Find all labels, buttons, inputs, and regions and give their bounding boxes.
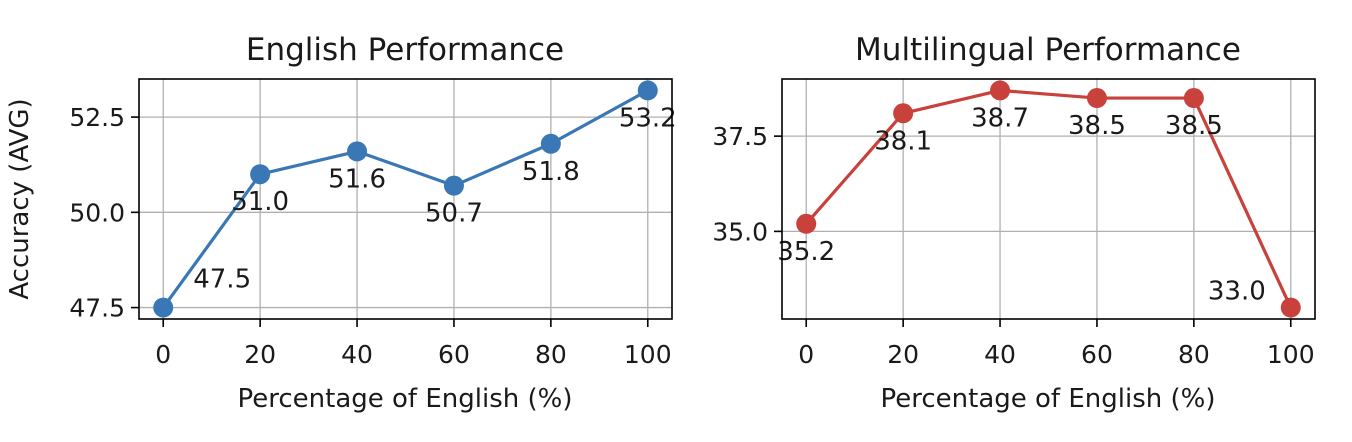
data-labels: 35.2 38.1 38.7 38.5 38.5 33.0 <box>777 103 1265 306</box>
x-tick-label: 100 <box>1267 340 1315 369</box>
data-point <box>347 141 368 162</box>
y-tick-label: 47.5 <box>69 294 125 323</box>
chart-title: English Performance <box>246 32 564 68</box>
plot-frame <box>781 78 1316 320</box>
data-label: 33.0 <box>1208 277 1266 307</box>
grid <box>782 79 1315 319</box>
data-point <box>540 133 561 154</box>
axis-ticks: 0 20 40 60 80 100 35.0 37.5 <box>712 122 1314 369</box>
series-path <box>161 89 649 309</box>
data-point <box>1086 88 1107 109</box>
y-tick-label: 52.5 <box>69 103 125 132</box>
x-tick-label: 0 <box>155 340 171 369</box>
data-point <box>1183 88 1204 109</box>
series-line <box>796 80 1301 318</box>
data-label: 38.1 <box>874 126 932 156</box>
data-label: 38.5 <box>1068 111 1126 141</box>
series-path <box>805 88 1293 309</box>
y-tick-label: 35.0 <box>712 217 768 246</box>
x-tick-label: 40 <box>341 340 373 369</box>
data-label: 51.6 <box>328 164 386 194</box>
data-label: 51.8 <box>522 157 580 187</box>
english-performance-panel: English Performance 47.5 51.0 51.6 50.7 51.8… <box>5 32 677 414</box>
data-labels: 47.5 51.0 51.6 50.7 51.8 53.2 <box>193 103 676 294</box>
y-axis-label: Accuracy (AVG) <box>5 98 35 299</box>
chart-title: Multilingual Performance <box>855 32 1241 68</box>
plot-frame <box>138 78 673 320</box>
data-label: 50.7 <box>425 199 483 229</box>
x-tick-label: 60 <box>438 340 470 369</box>
series-line <box>153 80 658 318</box>
data-point <box>1280 297 1301 318</box>
x-tick-label: 60 <box>1081 340 1113 369</box>
x-tick-label: 80 <box>535 340 567 369</box>
x-tick-label: 0 <box>798 340 814 369</box>
x-tick-label: 20 <box>244 340 276 369</box>
x-tick-label: 40 <box>984 340 1016 369</box>
x-axis-label: Percentage of English (%) <box>881 384 1216 414</box>
data-point <box>990 80 1011 101</box>
data-label: 51.0 <box>231 187 289 217</box>
data-point <box>153 297 174 318</box>
grid <box>139 79 672 319</box>
data-label: 38.5 <box>1165 111 1223 141</box>
data-point <box>443 175 464 196</box>
multilingual-performance-panel: Multilingual Performance 35.2 38.1 38.7 38.… <box>712 32 1316 414</box>
data-point <box>637 80 658 101</box>
data-point <box>893 103 914 124</box>
y-tick-label: 37.5 <box>712 122 768 151</box>
x-tick-label: 80 <box>1178 340 1210 369</box>
data-label: 47.5 <box>193 265 251 295</box>
x-tick-label: 100 <box>624 340 672 369</box>
x-axis-label: Percentage of English (%) <box>238 384 573 414</box>
data-point <box>796 213 817 234</box>
data-label: 38.7 <box>971 103 1029 133</box>
axis-ticks: 0 20 40 60 80 100 47.5 50.0 52.5 <box>69 103 671 369</box>
data-label: 35.2 <box>777 237 835 267</box>
x-tick-label: 20 <box>887 340 919 369</box>
data-label: 53.2 <box>619 103 677 133</box>
data-point <box>250 164 271 185</box>
y-tick-label: 50.0 <box>69 198 125 227</box>
